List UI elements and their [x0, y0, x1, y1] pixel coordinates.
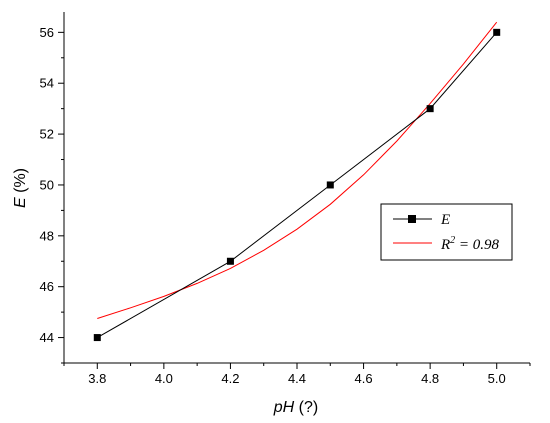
- legend-fit-superscript: 2: [450, 235, 455, 246]
- fit-curve: [97, 21, 498, 319]
- y-tick-label-1: 46: [40, 279, 54, 294]
- x-tick-label-0: 3.8: [88, 371, 106, 386]
- y-tick-label-4: 52: [40, 127, 54, 142]
- y-tick-label-0: 44: [40, 330, 54, 345]
- data-point-1: [93, 334, 101, 342]
- y-axis-unit: (%): [12, 168, 29, 197]
- y-axis-title: E (%): [12, 168, 29, 208]
- data-point-5: [493, 28, 501, 36]
- y-axis-variable: E: [12, 197, 29, 208]
- x-tick-label-6: 5.0: [488, 371, 506, 386]
- legend-box: [380, 203, 513, 261]
- y-tick-label-3: 50: [40, 177, 54, 192]
- plot-area: [93, 21, 501, 342]
- legend-data-marker: [408, 215, 416, 223]
- axes: 3.8 4.0 4.2 4.4 4.6 4.8 5.0 44 46 48 50 52 54 56: [40, 12, 531, 386]
- x-axis-unit: (?): [294, 399, 318, 416]
- x-tick-label-4: 4.6: [355, 371, 373, 386]
- legend-fit-prefix: R: [440, 237, 450, 253]
- x-tick-label-2: 4.2: [221, 371, 239, 386]
- data-line: [97, 31, 498, 339]
- y-tick-label-2: 48: [40, 228, 54, 243]
- x-axis-title: pH (?): [273, 399, 318, 416]
- y-tick-label-6: 56: [40, 25, 54, 40]
- x-tick-label-1: 4.0: [155, 371, 173, 386]
- data-point-4: [426, 105, 434, 113]
- x-tick-label-3: 4.4: [288, 371, 306, 386]
- legend-data-label: E: [440, 212, 450, 228]
- x-axis-variable: pH: [273, 399, 295, 416]
- legend: E R2 = 0.98: [380, 203, 513, 261]
- x-tick-label-5: 4.8: [421, 371, 439, 386]
- y-tick-label-5: 54: [40, 76, 54, 91]
- legend-fit-suffix: = 0.98: [455, 237, 499, 253]
- data-point-3: [326, 181, 334, 189]
- legend-fit-label: R2 = 0.98: [440, 235, 500, 253]
- data-point-2: [226, 257, 234, 265]
